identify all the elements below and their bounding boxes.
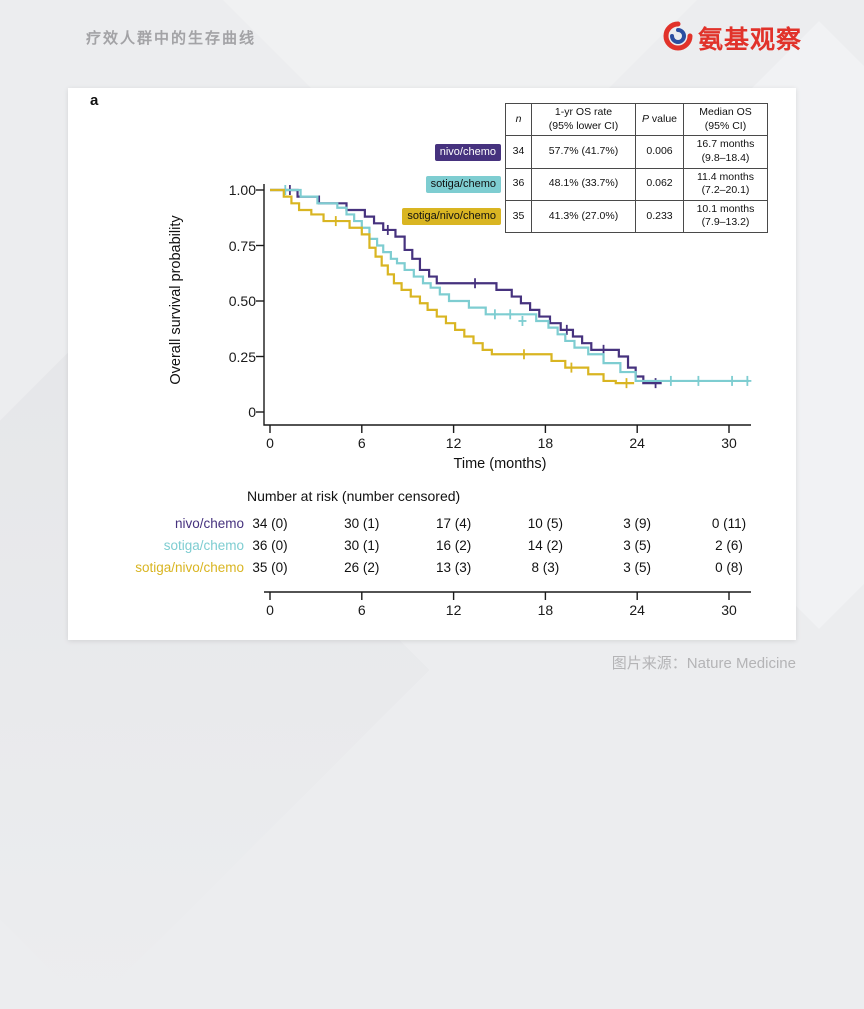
stats-row-sotiga-chemo: 36 48.1% (33.7%) 0.062 11.4 months (7.2–… bbox=[505, 167, 768, 201]
legend-swatch-label: nivo/chemo bbox=[434, 144, 501, 161]
stat-p-value: 0.233 bbox=[635, 199, 684, 234]
brand-logo: 氨基观察 bbox=[663, 20, 802, 56]
stat-n: 35 bbox=[505, 199, 532, 234]
legend-swatch-label: sotiga/nivo/chemo bbox=[402, 208, 501, 225]
stat-os-rate: 48.1% (33.7%) bbox=[531, 167, 636, 201]
stat-os-rate: 41.3% (27.0%) bbox=[531, 199, 636, 234]
km-curve-sotiga-nivo-chemo bbox=[270, 188, 635, 385]
risk-table-title: Number at risk (number censored) bbox=[247, 488, 461, 504]
stats-header-row: n 1-yr OS rate (95% lower CI) P value Me… bbox=[505, 102, 768, 137]
stats-row-sotiga-nivo-chemo: 35 41.3% (27.0%) 0.233 10.1 months (7.9–… bbox=[505, 199, 768, 234]
legend-item-sotiga-nivo-chemo: sotiga/nivo/chemo bbox=[348, 206, 501, 225]
y-axis-title: Overall survival probability bbox=[168, 215, 184, 385]
legend-swatch-label: sotiga/chemo bbox=[425, 176, 501, 193]
stats-header-os-rate: 1-yr OS rate (95% lower CI) bbox=[531, 102, 636, 137]
km-curve-nivo-chemo bbox=[270, 188, 662, 385]
brand-logo-text: 氨基观察 bbox=[697, 26, 802, 54]
stats-header-median-os: Median OS (95% CI) bbox=[683, 102, 768, 137]
stats-table: n 1-yr OS rate (95% lower CI) P value Me… bbox=[505, 102, 768, 234]
plot-axes bbox=[263, 184, 751, 426]
legend-item-sotiga-chemo: sotiga/chemo bbox=[348, 174, 501, 193]
panel-label: a bbox=[90, 92, 99, 109]
x-axis-title: Time (months) bbox=[453, 456, 547, 472]
image-source-caption: 图片来源：Nature Medicine bbox=[611, 655, 796, 672]
figure-card: a nivo/chemo sotiga/chemo sotiga/nivo/ch… bbox=[68, 88, 796, 640]
slide-title: 疗效人群中的生存曲线 bbox=[86, 30, 257, 47]
km-curve-sotiga-chemo bbox=[270, 188, 749, 383]
stats-row-nivo-chemo: 34 57.7% (41.7%) 0.006 16.7 months (9.8–… bbox=[505, 135, 768, 169]
stat-median-os: 10.1 months (7.9–13.2) bbox=[683, 199, 768, 234]
stat-median-os: 16.7 months (9.8–18.4) bbox=[683, 135, 768, 169]
legend-item-nivo-chemo: nivo/chemo bbox=[348, 142, 501, 161]
km-plot bbox=[256, 184, 752, 600]
brand-swirl-icon bbox=[663, 21, 693, 56]
stat-n: 36 bbox=[505, 167, 532, 201]
